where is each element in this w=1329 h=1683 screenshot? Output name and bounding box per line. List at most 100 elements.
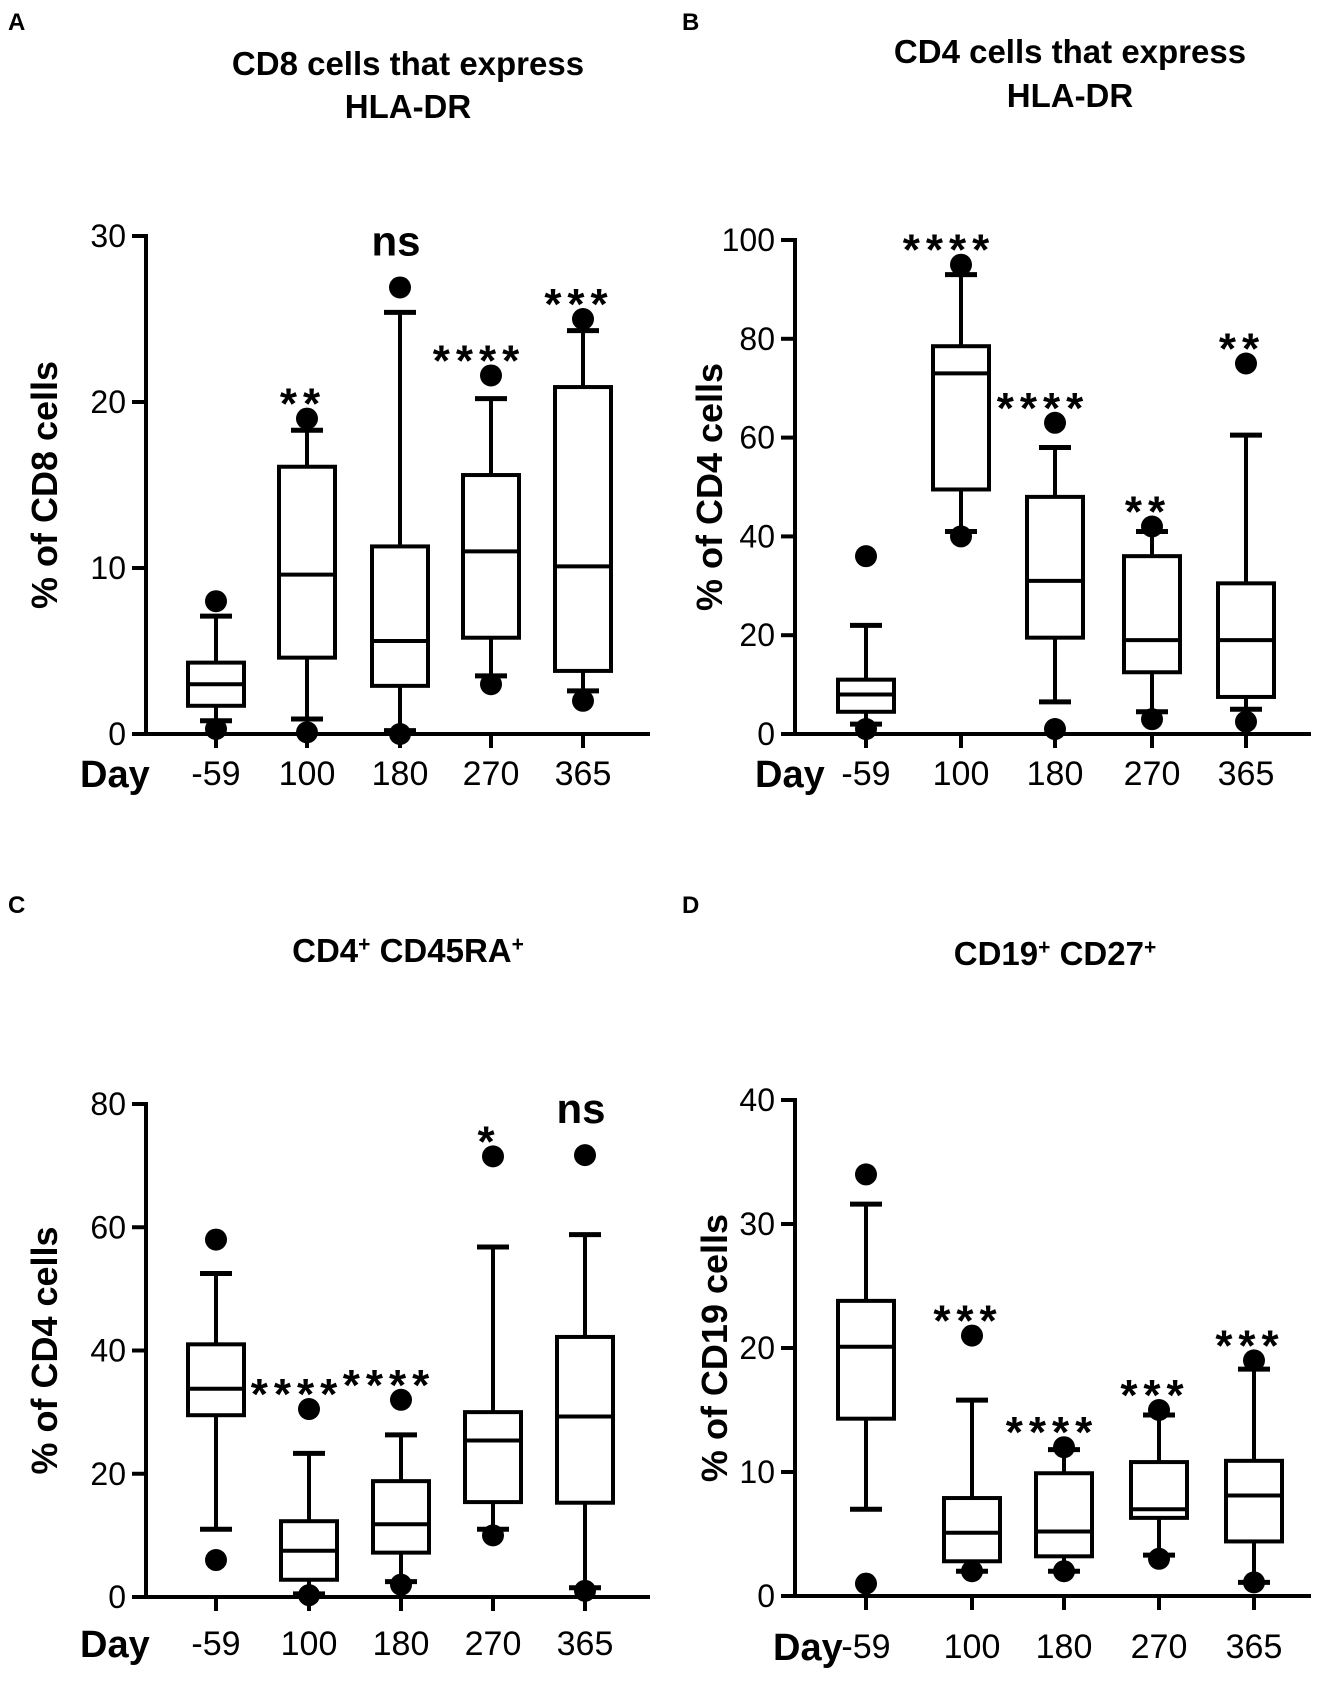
box--59: -59: [186, 590, 246, 793]
outlier-point: [480, 364, 502, 387]
outlier-point: [205, 1549, 227, 1572]
box-iqr: [836, 1298, 896, 1421]
box-365: 365 ***: [1215, 1321, 1284, 1666]
outlier-point: [855, 545, 877, 568]
y-tick-label: 20: [739, 617, 775, 653]
y-tick-label: 10: [90, 550, 126, 586]
outlier-point: [298, 1584, 320, 1607]
significance-label: ****: [997, 384, 1090, 433]
significance-label: **: [280, 380, 326, 429]
box-iqr: [931, 344, 991, 492]
x-tick-label: 270: [465, 1625, 522, 1663]
significance-label: *: [477, 1117, 500, 1166]
y-tick-label: 20: [90, 384, 126, 420]
y-axis-label: % of CD8 cells: [24, 361, 65, 609]
panel-letter: A: [8, 9, 25, 36]
significance-label: ***: [933, 1297, 1002, 1346]
outlier-point: [205, 718, 227, 741]
box-iqr: [186, 1342, 246, 1418]
outlier-point: [950, 253, 972, 276]
x-tick-label: 365: [557, 1625, 614, 1663]
x-tick-label: 100: [933, 755, 990, 793]
significance-label: ***: [544, 280, 613, 329]
box-iqr: [461, 473, 521, 640]
outlier-point: [482, 1524, 504, 1547]
outlier-point: [1053, 1560, 1075, 1583]
panel-b: B CD4 cells that express HLA-DR 0 20 40 60 80 10…: [682, 9, 1311, 796]
title-part: CD4: [292, 932, 359, 969]
box-iqr: [277, 464, 337, 660]
x-tick-label: 270: [1131, 1628, 1188, 1666]
y-axis-label: % of CD4 cells: [24, 1226, 65, 1474]
outlier-point: [961, 1324, 983, 1347]
x-tick-label: 180: [1036, 1628, 1093, 1666]
y-tick-label: 40: [739, 518, 775, 554]
title-superscript: +: [512, 933, 524, 956]
box-180: 180 ****: [343, 1361, 436, 1663]
title-part: CD19: [954, 935, 1038, 972]
box-365: 365 **: [1216, 325, 1276, 793]
box-365: 365 ns: [555, 1085, 615, 1663]
chart-title: CD19+ CD27+: [954, 935, 1156, 972]
outlier-point: [572, 308, 594, 330]
box--59: -59: [836, 1163, 896, 1666]
y-tick-label: 30: [739, 1206, 775, 1242]
outlier-point: [1141, 515, 1163, 538]
significance-label: ****: [251, 1370, 344, 1419]
box-iqr: [1122, 554, 1182, 675]
outlier-point: [1235, 710, 1257, 733]
significance-label: ****: [433, 336, 526, 385]
outlier-point: [574, 1144, 596, 1167]
box-270: 270 *: [463, 1117, 523, 1663]
y-tick-label: 0: [757, 1578, 775, 1614]
significance-label: ns: [371, 217, 420, 264]
box-100: 100 ***: [933, 1297, 1002, 1666]
y-tick-label: 40: [90, 1333, 126, 1369]
significance-label: ns: [556, 1085, 605, 1132]
box--59: -59: [836, 545, 896, 793]
x-tick-label: 270: [463, 755, 520, 793]
y-tick-label: 10: [739, 1454, 775, 1490]
outlier-point: [296, 721, 318, 744]
significance-label: ***: [1215, 1321, 1284, 1370]
x-tick-label: 100: [279, 755, 336, 793]
title-superscript: +: [1038, 936, 1050, 959]
x-tick-label: -59: [191, 755, 240, 793]
outlier-point: [855, 1163, 877, 1186]
significance-label: **: [1219, 325, 1265, 374]
x-axis-label: Day: [755, 754, 825, 796]
y-tick-label: 80: [90, 1086, 126, 1122]
outlier-point: [482, 1145, 504, 1168]
outlier-point: [1148, 1547, 1170, 1570]
outlier-point: [1141, 708, 1163, 731]
x-tick-label: -59: [841, 755, 890, 793]
y-tick-label: 20: [90, 1456, 126, 1492]
y-tick-label: 0: [757, 716, 775, 752]
significance-label: ****: [343, 1361, 436, 1410]
title-superscript: +: [1144, 936, 1156, 959]
significance-label: ***: [1120, 1371, 1189, 1420]
x-axis-label: Day: [80, 1624, 150, 1666]
outlier-point: [1053, 1436, 1075, 1459]
box-iqr: [1224, 1458, 1284, 1544]
title-part: CD27: [1050, 935, 1144, 972]
box-iqr: [371, 1479, 431, 1555]
y-tick-label: 30: [90, 218, 126, 254]
x-tick-label: 180: [373, 1625, 430, 1663]
x-tick-label: 180: [1027, 755, 1084, 793]
y-tick-label: 0: [108, 716, 126, 752]
y-tick-label: 80: [739, 321, 775, 357]
outlier-point: [961, 1560, 983, 1583]
box-iqr: [553, 385, 613, 673]
outlier-point: [1044, 718, 1066, 741]
y-tick-label: 60: [90, 1209, 126, 1245]
y-tick-label: 100: [722, 222, 775, 258]
panel-letter: D: [682, 892, 699, 919]
outlier-point: [298, 1398, 320, 1421]
outlier-point: [389, 276, 411, 299]
outlier-point: [574, 1579, 596, 1602]
chart-title: CD4+ CD45RA+: [292, 932, 524, 969]
